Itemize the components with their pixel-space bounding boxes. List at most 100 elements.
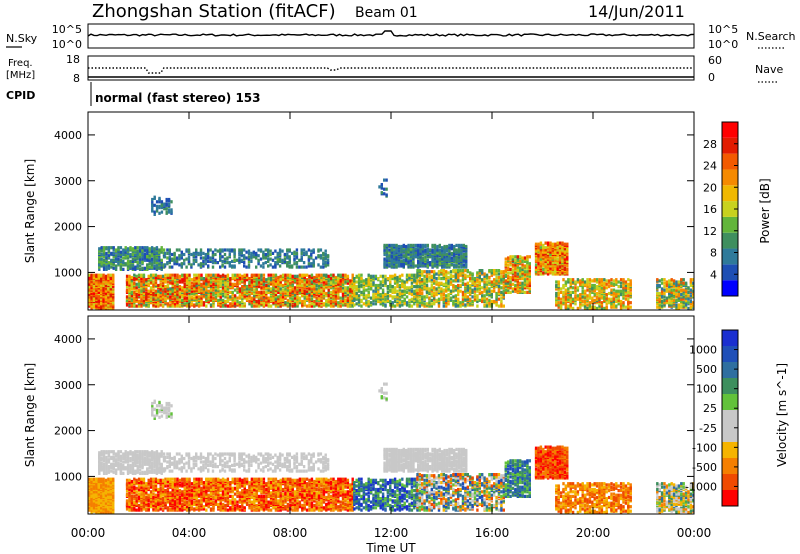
power-cell [464, 282, 467, 286]
power-cell [384, 297, 387, 301]
power-cell [166, 291, 170, 296]
power-cell [97, 273, 100, 277]
power-cell [381, 279, 385, 283]
power-cell [233, 248, 236, 252]
power-cell [481, 290, 484, 294]
power-cell [269, 296, 273, 300]
power-cell [457, 272, 460, 276]
power-cell [152, 303, 155, 307]
power-cell [469, 297, 472, 301]
power-cell [152, 291, 155, 296]
power-cell [465, 265, 468, 269]
power-cell [291, 287, 294, 291]
power-cell [252, 255, 255, 259]
power-cell [212, 273, 215, 277]
power-cell [221, 259, 224, 263]
power-cell [173, 251, 176, 255]
power-cell [166, 302, 170, 306]
power-cell [405, 261, 408, 265]
power-cell [279, 295, 282, 299]
power-cell [207, 293, 210, 297]
power-cell [389, 280, 392, 284]
power-cell [528, 278, 531, 282]
power-cell [262, 282, 266, 286]
power-cell [564, 304, 568, 308]
power-cell [327, 290, 330, 294]
power-cell [157, 289, 160, 293]
power-cell [241, 290, 244, 294]
power-cell [500, 302, 503, 306]
power-cell [381, 274, 385, 278]
power-cell [262, 297, 266, 301]
power-cell [379, 299, 382, 304]
power-cell [298, 258, 301, 262]
power-cell [341, 278, 345, 282]
power-cell [502, 295, 505, 299]
power-cell [519, 259, 522, 263]
power-cell [161, 283, 165, 288]
power-cell [407, 263, 410, 267]
power-cell [262, 262, 265, 266]
power-cell [105, 246, 108, 250]
power-cell [124, 252, 127, 257]
power-cell [211, 259, 215, 263]
power-cell [497, 279, 501, 283]
power-cell [414, 264, 417, 268]
power-cell [178, 274, 182, 278]
power-cell [105, 254, 108, 258]
power-cell [152, 275, 155, 280]
power-cell [100, 273, 103, 277]
power-cell [265, 283, 268, 288]
power-cell [160, 262, 163, 266]
power-cell [158, 262, 161, 266]
power-cell [360, 277, 363, 281]
power-cell [339, 299, 342, 304]
power-cell [574, 280, 577, 284]
power-cell [134, 248, 137, 252]
power-cell [557, 288, 560, 292]
power-cell [302, 265, 306, 269]
power-cell [516, 274, 519, 278]
power-cell [526, 277, 529, 281]
power-cell [197, 295, 201, 299]
power-cell [502, 304, 505, 308]
power-cell [205, 288, 208, 292]
power-cell [351, 298, 354, 302]
power-cell [315, 279, 318, 283]
power-cell [583, 282, 587, 286]
power-cell [401, 299, 404, 304]
power-cell [133, 303, 136, 307]
power-cell [457, 247, 461, 251]
power-cell [130, 285, 134, 289]
power-cell [119, 246, 123, 250]
power-cell [367, 273, 370, 277]
power-cell [445, 288, 448, 292]
power-cell [440, 289, 443, 293]
power-cell [374, 297, 378, 301]
power-cell [497, 269, 501, 273]
power-cell [147, 295, 150, 299]
power-cell [277, 278, 280, 282]
power-cell [588, 301, 592, 305]
power-cell [516, 255, 519, 259]
power-cell [125, 274, 129, 278]
power-cell [293, 290, 297, 294]
power-cell [337, 289, 340, 293]
power-cell [471, 295, 474, 299]
power-cell [396, 303, 399, 307]
power-cell [159, 299, 162, 304]
power-cell [326, 263, 330, 267]
power-cell [393, 273, 397, 277]
power-cell [593, 283, 596, 288]
power-cell [293, 262, 296, 266]
power-cell [204, 262, 207, 266]
power-cell [98, 247, 101, 251]
power-cell [409, 252, 413, 257]
power-cell [349, 283, 352, 288]
power-cell [102, 267, 106, 271]
power-cell [253, 273, 256, 277]
power-cell [337, 287, 340, 291]
power-cell [166, 275, 170, 280]
power-cell [414, 254, 417, 258]
power-cell [147, 274, 150, 278]
